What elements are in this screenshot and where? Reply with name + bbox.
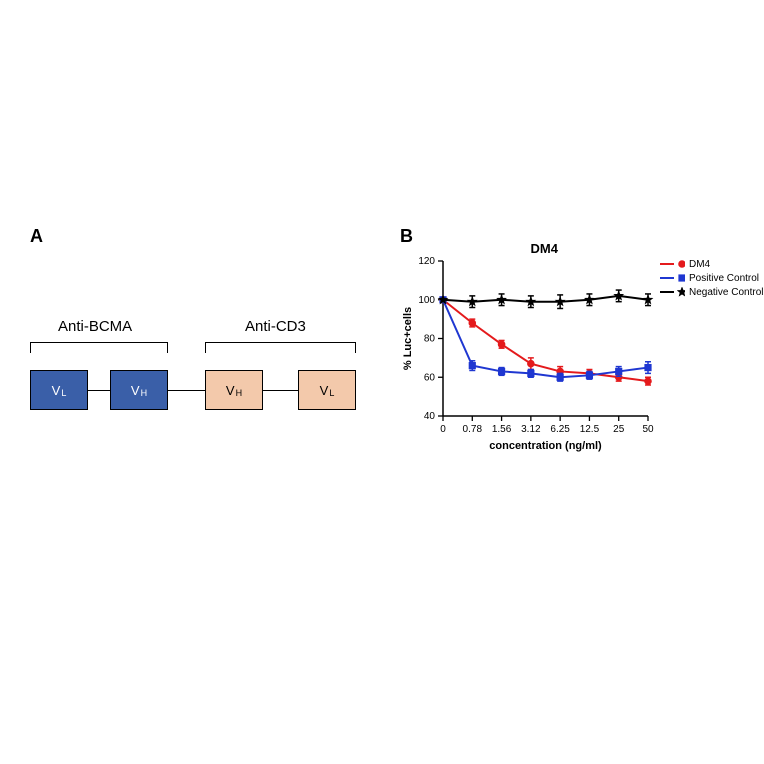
svg-text:3.12: 3.12 bbox=[521, 424, 541, 435]
bracket-left bbox=[30, 342, 168, 353]
panel-a-label: A bbox=[30, 226, 43, 247]
legend-marker-icon-2 bbox=[677, 288, 685, 296]
svg-text:% Luc+cells: % Luc+cells bbox=[402, 307, 414, 370]
series-2 bbox=[439, 290, 652, 308]
svg-text:concentration (ng/ml): concentration (ng/ml) bbox=[489, 440, 602, 452]
chart-legend: DM4 Positive Control Negative Control bbox=[660, 257, 763, 299]
bracket-right-label: Anti-CD3 bbox=[245, 318, 306, 335]
svg-text:12.5: 12.5 bbox=[580, 424, 600, 435]
bracket-right bbox=[205, 342, 356, 353]
svg-text:0.78: 0.78 bbox=[463, 424, 483, 435]
linker-2 bbox=[263, 390, 298, 391]
chart-svg: 40 60 80 100 120 0 0.78 1.56 3.12 6.25 12.5 25 50 con… bbox=[395, 235, 663, 464]
svg-text:0: 0 bbox=[440, 424, 446, 435]
svg-text:60: 60 bbox=[424, 372, 436, 383]
domain-box-3: VL bbox=[298, 370, 356, 410]
legend-text-0: DM4 bbox=[689, 259, 710, 270]
legend-marker-icon-0 bbox=[677, 260, 685, 268]
legend-item-0: DM4 bbox=[660, 257, 763, 271]
svg-text:40: 40 bbox=[424, 411, 436, 422]
domain-box-1: VH bbox=[110, 370, 168, 410]
domain-box-0: VL bbox=[30, 370, 88, 410]
domain-sub-0: L bbox=[61, 388, 66, 398]
svg-text:25: 25 bbox=[613, 424, 625, 435]
domain-box-2: VH bbox=[205, 370, 263, 410]
svg-text:100: 100 bbox=[418, 295, 435, 306]
svg-text:1.56: 1.56 bbox=[492, 424, 512, 435]
legend-item-2: Negative Control bbox=[660, 285, 763, 299]
linker-1 bbox=[168, 390, 205, 391]
legend-line-icon-2 bbox=[660, 291, 674, 293]
domain-sym-1: V bbox=[131, 383, 140, 398]
legend-item-1: Positive Control bbox=[660, 271, 763, 285]
domain-sym-3: V bbox=[320, 383, 329, 398]
legend-marker-icon-1 bbox=[677, 274, 685, 282]
legend-text-2: Negative Control bbox=[689, 287, 763, 298]
legend-line-icon-1 bbox=[660, 277, 674, 279]
bracket-left-label: Anti-BCMA bbox=[58, 318, 132, 335]
panel-b-chart: DM4 40 60 80 100 120 0 0.78 1.56 3.12 6.25 12.5 25 5… bbox=[395, 235, 750, 495]
linker-0 bbox=[88, 390, 110, 391]
svg-text:80: 80 bbox=[424, 334, 436, 345]
domain-sub-3: L bbox=[329, 388, 334, 398]
svg-text:6.25: 6.25 bbox=[550, 424, 570, 435]
figure-root: A B Anti-BCMAAnti-CD3VLVHVHVL DM4 406080… bbox=[0, 0, 764, 764]
legend-text-1: Positive Control bbox=[689, 273, 759, 284]
panel-a-diagram: Anti-BCMAAnti-CD3VLVHVHVL bbox=[30, 295, 360, 435]
domain-sub-2: H bbox=[236, 388, 243, 398]
domain-sym-2: V bbox=[226, 383, 235, 398]
legend-line-icon-0 bbox=[660, 263, 674, 265]
domain-sym-0: V bbox=[52, 383, 61, 398]
domain-sub-1: H bbox=[141, 388, 148, 398]
svg-text:50: 50 bbox=[642, 424, 654, 435]
svg-text:120: 120 bbox=[418, 256, 435, 267]
